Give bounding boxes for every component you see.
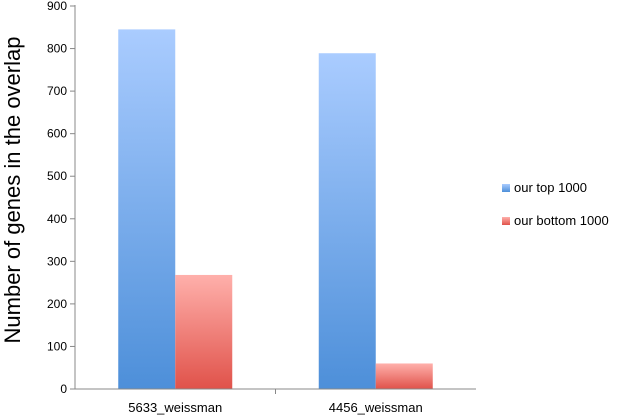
legend-swatch — [502, 217, 510, 225]
legend-label: our bottom 1000 — [514, 213, 609, 228]
y-axis-label: Number of genes in the overlap — [0, 37, 25, 344]
bar-top-1000-1 — [118, 29, 176, 390]
y-tick-label: 0 — [60, 382, 67, 396]
bar-bottom-1000-1 — [175, 274, 233, 389]
y-tick-label: 300 — [47, 254, 67, 268]
bar-top-1000-2 — [318, 53, 376, 390]
x-category-label: 5633_weissman — [128, 400, 222, 415]
y-tick-label: 100 — [47, 339, 67, 353]
bar-bottom-1000-2 — [375, 363, 433, 389]
legend-swatch — [502, 184, 510, 192]
legend: our top 1000 our bottom 1000 — [502, 180, 609, 228]
y-tick-label: 200 — [47, 297, 67, 311]
y-tick-label: 800 — [47, 42, 67, 56]
y-tick-label: 700 — [47, 84, 67, 98]
y-tick-label: 400 — [47, 212, 67, 226]
legend-label: our top 1000 — [514, 180, 587, 195]
y-tick-label: 600 — [47, 127, 67, 141]
y-tick-label: 500 — [47, 169, 67, 183]
x-category-label: 4456_weissman — [329, 400, 423, 415]
y-tick-label: 900 — [47, 0, 67, 13]
